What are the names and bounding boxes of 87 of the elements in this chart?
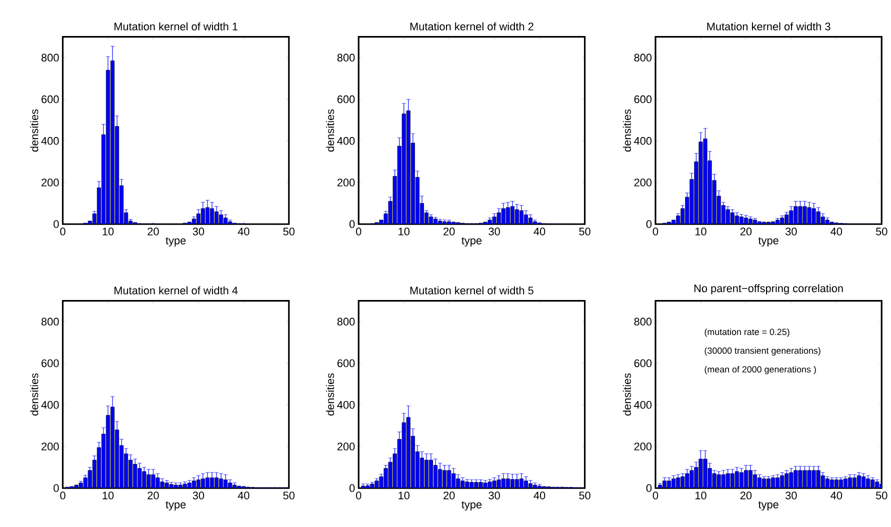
y-tick-label: 400 — [634, 401, 652, 409]
x-tick-label: 20 — [740, 492, 752, 500]
y-tick-label: 0 — [54, 220, 59, 228]
x-tick-label: 10 — [398, 492, 410, 500]
y-axis-title: densities — [30, 373, 38, 416]
y-tick-label: 800 — [634, 54, 652, 62]
x-tick-label: 50 — [283, 492, 295, 500]
y-tick-label: 400 — [41, 137, 59, 145]
chart-title: Mutation kernel of width 4 — [114, 286, 238, 294]
annotation: (30000 transient generations) — [704, 347, 820, 356]
x-axis-title: type — [166, 501, 186, 511]
x-tick-label: 20 — [444, 228, 455, 236]
y-tick-label: 600 — [42, 95, 59, 104]
annotation: (mean of 2000 generations ) — [704, 366, 816, 374]
y-tick-label: 400 — [634, 137, 652, 145]
y-axis-title: densities — [622, 373, 631, 416]
y-axis-title: densities — [326, 109, 334, 152]
y-tick-label: 800 — [337, 54, 355, 62]
x-tick-label: 0 — [60, 492, 66, 500]
chart-title: No parent−offspring correlation — [694, 284, 843, 294]
y-axis-title: densities — [622, 109, 631, 152]
x-tick-label: 0 — [356, 228, 362, 236]
y-tick-label: 200 — [42, 178, 59, 186]
chart-title: Mutation kernel of width 1 — [114, 22, 238, 30]
x-axis-title: type — [462, 501, 482, 511]
x-tick-label: 30 — [192, 492, 204, 500]
y-tick-label: 0 — [646, 220, 652, 228]
y-tick-label: 800 — [337, 318, 355, 326]
x-tick-label: 0 — [60, 228, 66, 236]
x-tick-label: 50 — [579, 492, 590, 500]
y-tick-label: 0 — [349, 220, 355, 228]
x-tick-label: 30 — [192, 228, 204, 236]
y-tick-label: 600 — [337, 359, 355, 368]
x-tick-label: 0 — [356, 492, 362, 500]
x-tick-label: 40 — [830, 228, 842, 236]
y-tick-label: 0 — [646, 484, 652, 492]
y-tick-label: 600 — [42, 359, 59, 368]
x-tick-label: 40 — [238, 492, 250, 500]
y-tick-label: 400 — [337, 137, 355, 145]
x-tick-label: 30 — [488, 228, 500, 236]
x-tick-label: 20 — [740, 228, 752, 236]
x-tick-label: 0 — [652, 492, 658, 500]
x-tick-label: 40 — [534, 228, 546, 236]
x-axis-title: type — [758, 501, 778, 511]
x-tick-label: 50 — [283, 228, 295, 236]
x-tick-label: 10 — [398, 228, 410, 236]
y-tick-label: 400 — [337, 401, 355, 409]
x-axis-title: type — [166, 237, 186, 247]
x-tick-label: 30 — [786, 492, 797, 500]
y-tick-label: 0 — [54, 484, 59, 492]
y-tick-label: 200 — [634, 178, 652, 186]
x-tick-label: 40 — [238, 228, 250, 236]
x-tick-label: 0 — [652, 228, 658, 236]
y-tick-label: 200 — [337, 442, 355, 450]
x-tick-label: 10 — [102, 228, 114, 236]
x-tick-label: 50 — [579, 228, 590, 236]
x-tick-label: 30 — [786, 228, 797, 236]
x-tick-label: 50 — [876, 228, 888, 236]
x-tick-label: 40 — [830, 492, 842, 500]
y-tick-label: 200 — [42, 442, 59, 450]
x-tick-label: 10 — [695, 228, 706, 236]
x-tick-label: 20 — [444, 492, 455, 500]
y-tick-label: 600 — [634, 95, 652, 104]
y-tick-label: 0 — [349, 484, 355, 492]
y-tick-label: 600 — [337, 95, 355, 104]
y-tick-label: 400 — [41, 401, 59, 409]
y-tick-label: 200 — [337, 178, 355, 186]
x-axis-title: type — [462, 237, 482, 247]
y-tick-label: 800 — [634, 318, 652, 326]
y-axis-title: densities — [30, 109, 38, 152]
x-tick-label: 10 — [102, 492, 114, 500]
x-tick-label: 50 — [876, 492, 888, 500]
chart-title: Mutation kernel of width 2 — [410, 22, 534, 30]
x-tick-label: 20 — [148, 492, 159, 500]
x-tick-label: 20 — [148, 228, 159, 236]
y-tick-label: 200 — [634, 442, 652, 450]
y-axis-title: densities — [326, 373, 334, 416]
annotation: (mutation rate = 0.25) — [704, 328, 790, 337]
chart-title: Mutation kernel of width 3 — [707, 22, 830, 30]
x-tick-label: 10 — [695, 492, 706, 500]
y-tick-label: 600 — [634, 359, 652, 368]
y-tick-label: 800 — [42, 318, 59, 326]
x-axis-title: type — [758, 237, 778, 247]
chart-title: Mutation kernel of width 5 — [410, 286, 534, 294]
y-tick-label: 800 — [42, 54, 59, 62]
x-tick-label: 40 — [534, 492, 546, 500]
x-tick-label: 30 — [488, 492, 500, 500]
